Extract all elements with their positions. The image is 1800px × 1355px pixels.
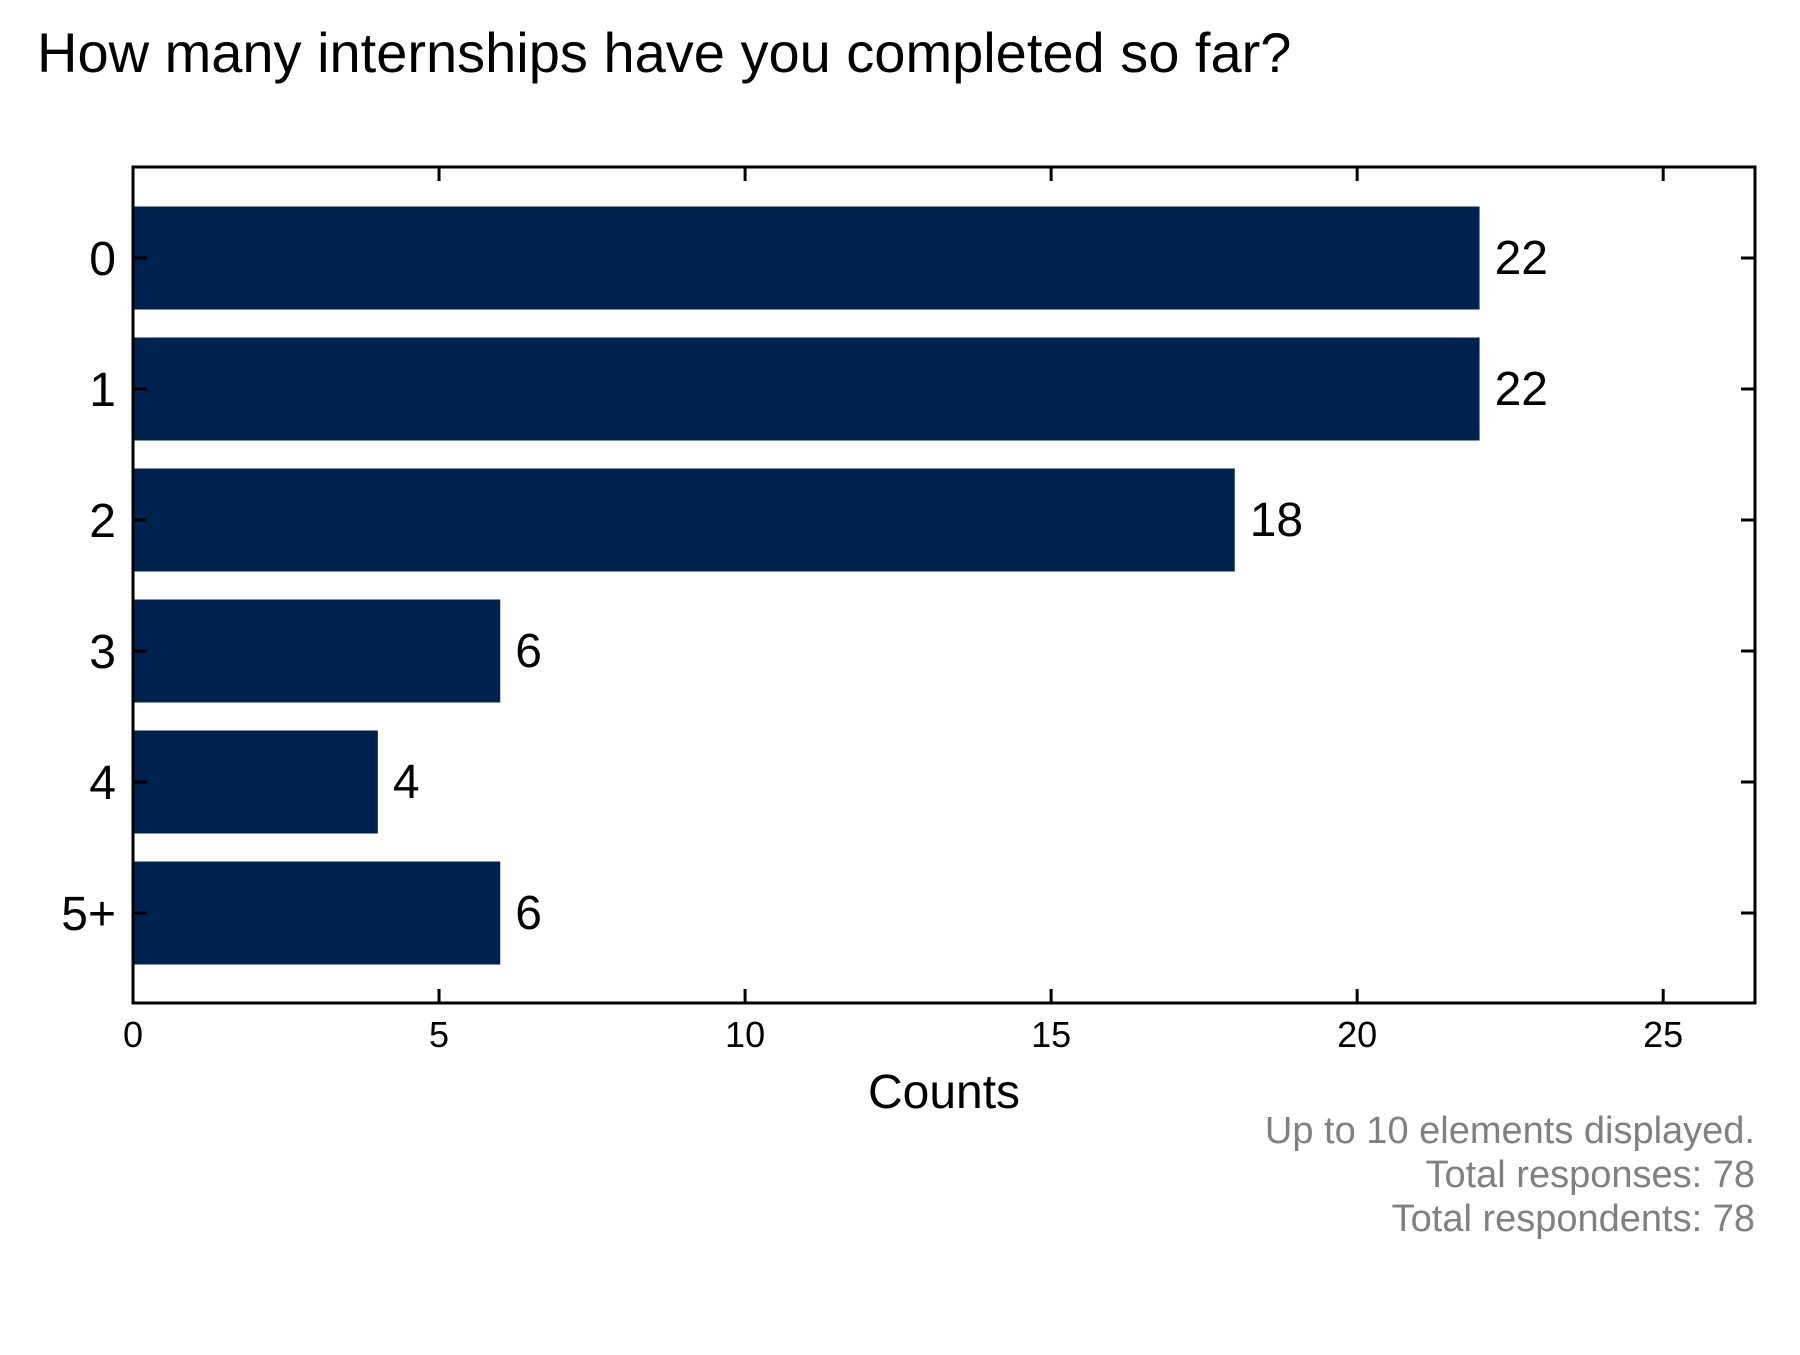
bar-2 bbox=[133, 468, 1235, 572]
value-label-3: 6 bbox=[515, 625, 542, 678]
value-labels-layer: 22 22 18 6 4 6 bbox=[393, 232, 1548, 940]
category-label-3: 3 bbox=[89, 626, 116, 679]
bar-3 bbox=[133, 599, 501, 703]
x-axis-ticks: 0 5 10 15 20 25 bbox=[123, 167, 1683, 1055]
x-tick-label-20: 20 bbox=[1337, 1014, 1377, 1055]
x-tick-label-10: 10 bbox=[725, 1014, 765, 1055]
footnote-line-2: Total responses: 78 bbox=[1425, 1154, 1755, 1196]
bar-0 bbox=[133, 206, 1480, 310]
y-axis-ticks: 0 1 2 3 4 5+ bbox=[61, 233, 1755, 941]
value-label-5+: 6 bbox=[515, 887, 542, 940]
footnote-line-3: Total respondents: 78 bbox=[1392, 1198, 1755, 1240]
chart-title: How many internships have you completed … bbox=[37, 21, 1291, 84]
x-tick-label-25: 25 bbox=[1643, 1014, 1683, 1055]
plot-frame bbox=[131, 165, 1757, 1005]
value-label-2: 18 bbox=[1250, 494, 1303, 547]
bars-layer bbox=[133, 206, 1480, 965]
value-label-4: 4 bbox=[393, 756, 420, 809]
x-tick-label-15: 15 bbox=[1031, 1014, 1071, 1055]
footnotes: Up to 10 elements displayed.Total respon… bbox=[1265, 1110, 1755, 1240]
x-tick-label-0: 0 bbox=[123, 1014, 143, 1055]
bar-4 bbox=[133, 730, 378, 834]
bar-5+ bbox=[133, 861, 501, 965]
value-label-1: 22 bbox=[1495, 363, 1548, 416]
bar-1 bbox=[133, 337, 1480, 441]
x-tick-label-5: 5 bbox=[429, 1014, 449, 1055]
category-label-4: 4 bbox=[89, 757, 116, 810]
category-label-1: 1 bbox=[89, 364, 116, 417]
category-label-2: 2 bbox=[89, 495, 116, 548]
x-axis-title: Counts bbox=[868, 1066, 1020, 1119]
value-label-0: 22 bbox=[1495, 232, 1548, 285]
category-label-0: 0 bbox=[89, 233, 116, 286]
footnote-line-1: Up to 10 elements displayed. bbox=[1265, 1110, 1755, 1152]
category-label-5+: 5+ bbox=[61, 888, 116, 941]
